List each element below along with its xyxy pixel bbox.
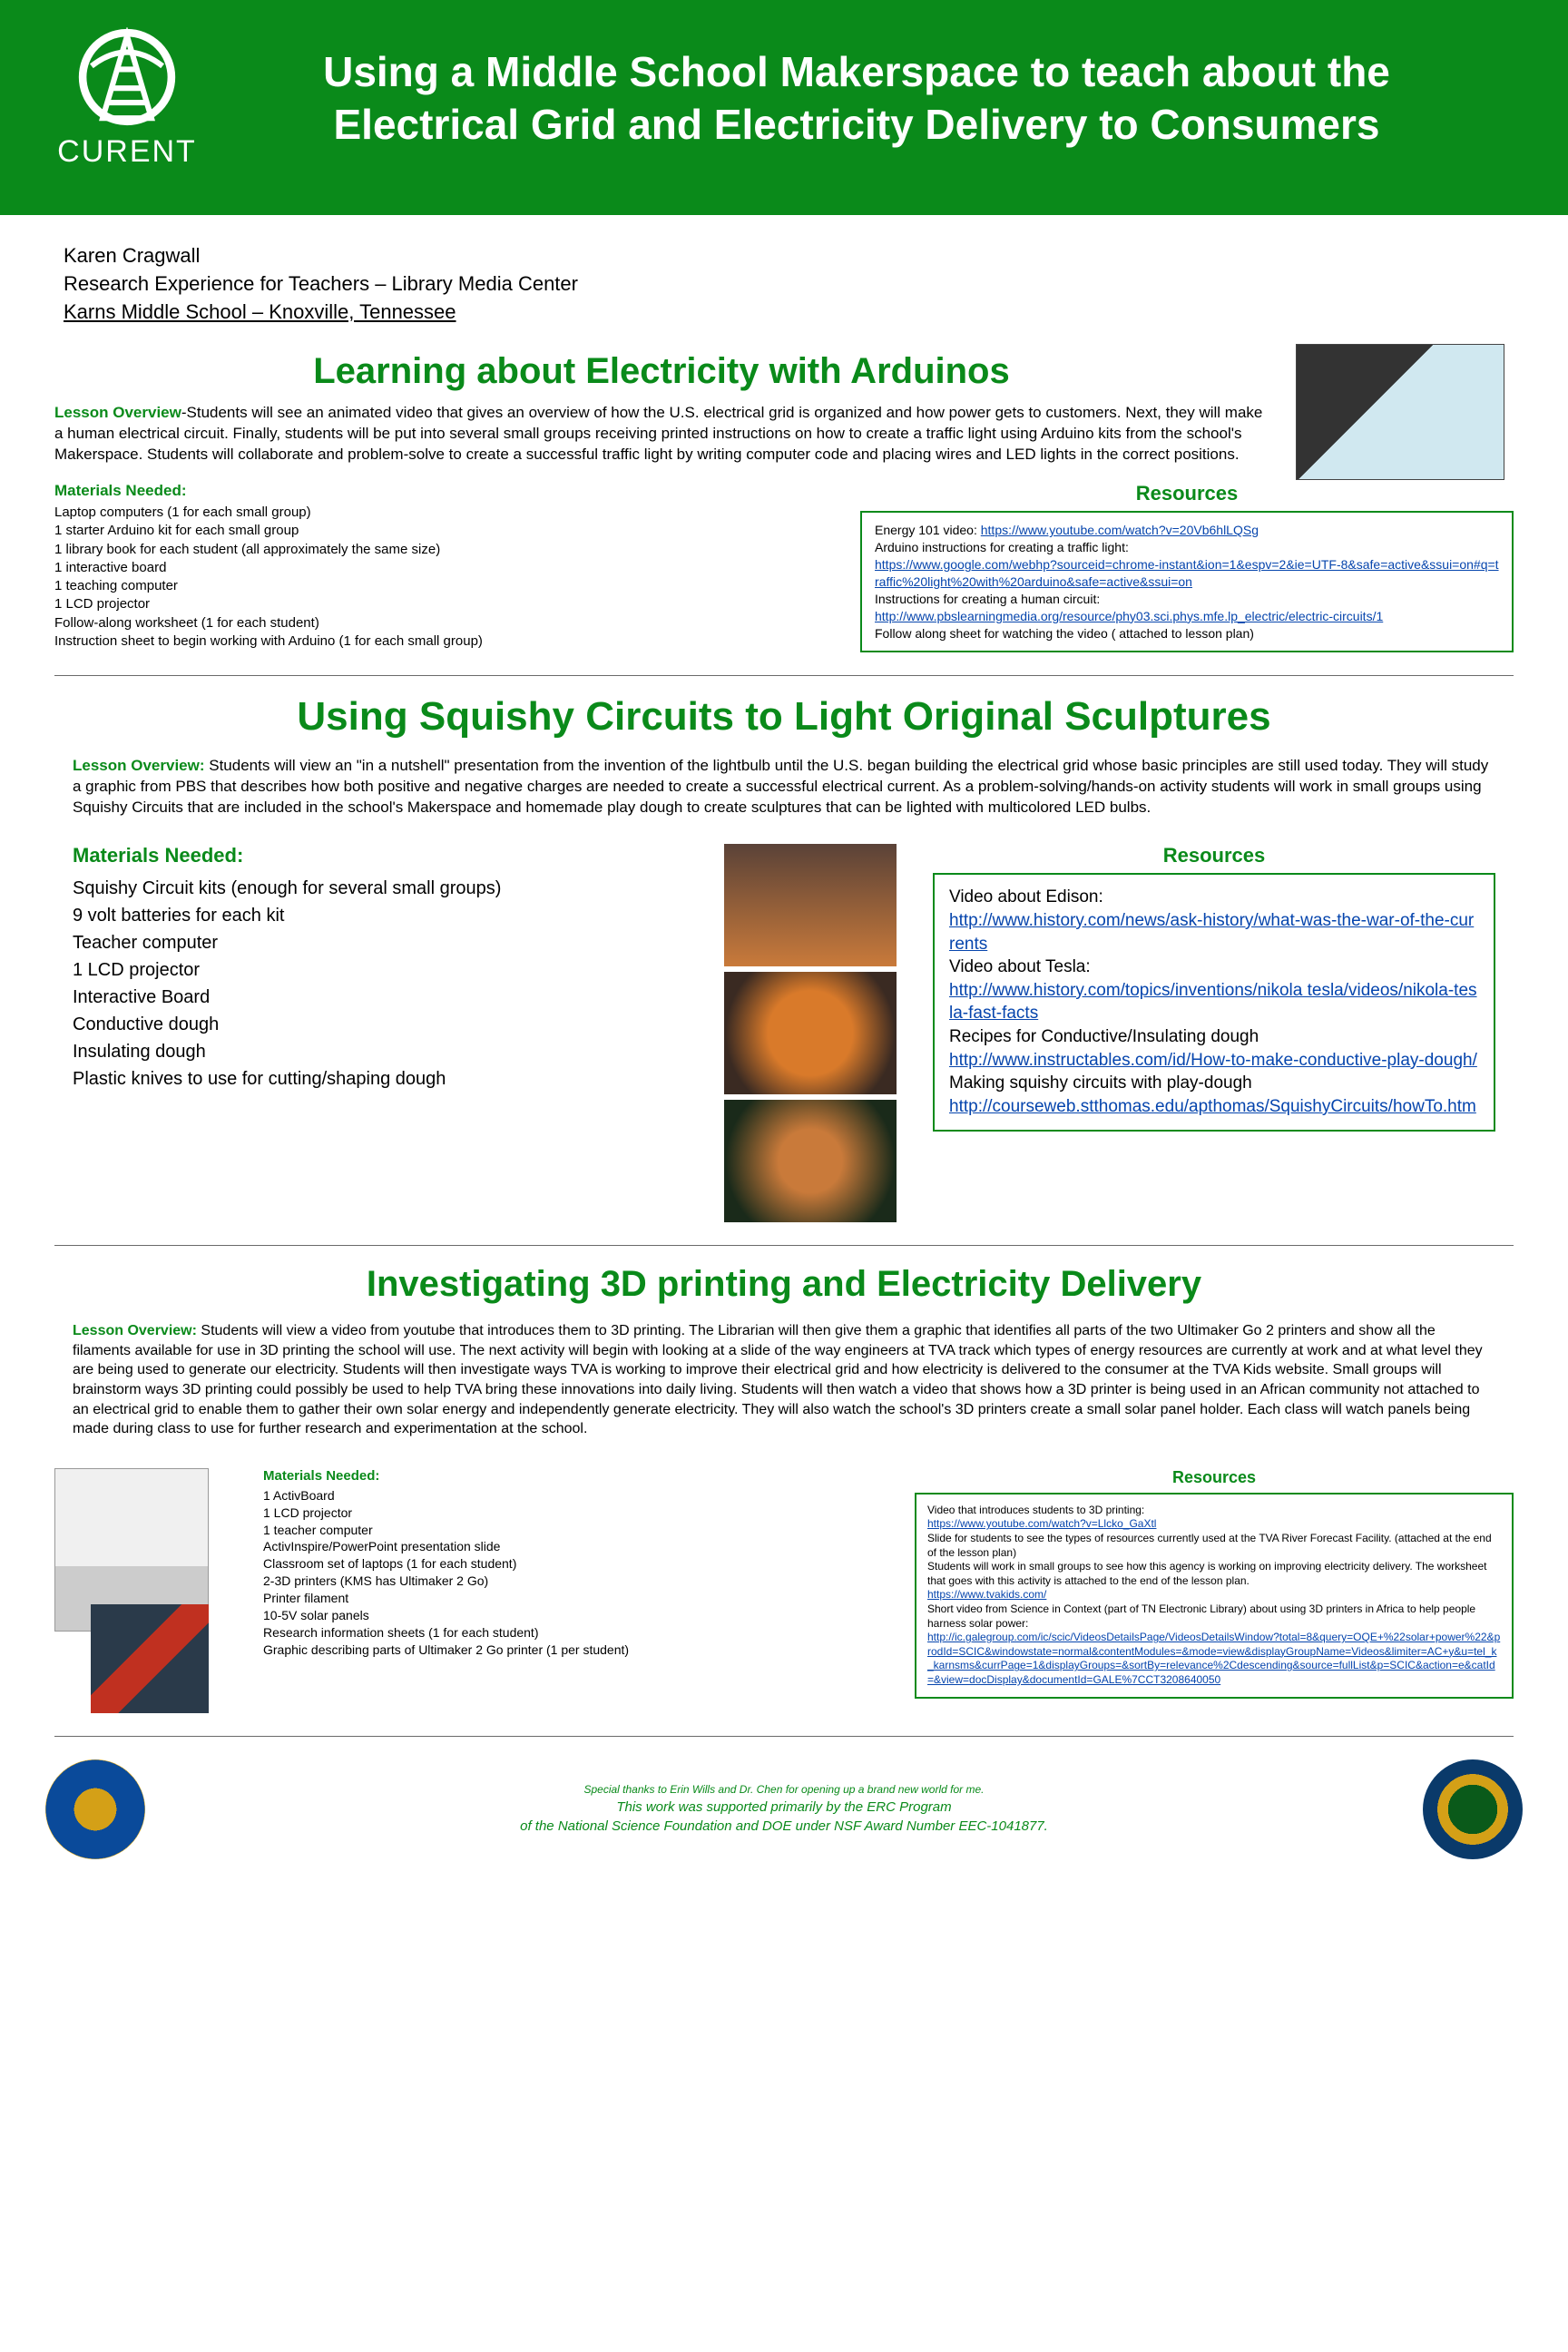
res-text: Slide for students to see the types of r…: [927, 1532, 1492, 1559]
overview-text: Students will view a video from youtube …: [73, 1323, 1483, 1436]
sculpture-images: [724, 844, 897, 1222]
tower-icon: [68, 27, 186, 127]
res-link[interactable]: http://www.pbslearningmedia.org/resource…: [875, 609, 1383, 623]
res-text: Short video from Science in Context (par…: [927, 1602, 1475, 1630]
footer-text: Special thanks to Erin Wills and Dr. Che…: [145, 1782, 1423, 1836]
author-block: Karen Cragwall Research Experience for T…: [0, 215, 1568, 326]
poster: CURENT Using a Middle School Makerspace …: [0, 0, 1568, 1891]
res-text: Arduino instructions for creating a traf…: [875, 540, 1129, 554]
overview-label: Lesson Overview: [54, 404, 181, 421]
materials-heading: Materials Needed:: [73, 844, 688, 867]
res-link[interactable]: http://courseweb.stthomas.edu/apthomas/S…: [949, 1097, 1476, 1116]
res-text: Video about Tesla:: [949, 957, 1091, 976]
support-line2: of the National Science Foundation and D…: [145, 1817, 1423, 1836]
overview-label: Lesson Overview:: [73, 757, 205, 774]
section-squishy: Using Squishy Circuits to Light Original…: [0, 676, 1568, 1245]
materials-list: 1 ActivBoard1 LCD projector1 teacher com…: [263, 1487, 887, 1659]
resources-heading: Resources: [915, 1468, 1514, 1487]
resources-heading: Resources: [933, 844, 1495, 867]
res-link[interactable]: http://www.instructables.com/id/How-to-m…: [949, 1051, 1477, 1070]
support-line1: This work was supported primarily by the…: [145, 1798, 1423, 1817]
res-text: Recipes for Conductive/Insulating dough: [949, 1027, 1259, 1046]
overview-label: Lesson Overview:: [73, 1323, 197, 1338]
squishy-image-1: [724, 844, 897, 966]
res-text: Making squishy circuits with play-dough: [949, 1073, 1252, 1093]
res-link[interactable]: https://www.youtube.com/watch?v=Llcko_Ga…: [927, 1517, 1156, 1530]
res-link[interactable]: http://www.history.com/news/ask-history/…: [949, 911, 1474, 954]
header-banner: CURENT Using a Middle School Makerspace …: [0, 0, 1568, 215]
section2-title: Using Squishy Circuits to Light Original…: [54, 694, 1514, 740]
overview-text: Students will view an "in a nutshell" pr…: [73, 757, 1488, 816]
section-3dprinting: Investigating 3D printing and Electricit…: [0, 1246, 1568, 1736]
poster-title: Using a Middle School Makerspace to teac…: [254, 46, 1532, 151]
thanks-line: Special thanks to Erin Wills and Dr. Che…: [145, 1782, 1423, 1798]
footer: Special thanks to Erin Wills and Dr. Che…: [0, 1737, 1568, 1891]
res-text: Instructions for creating a human circui…: [875, 592, 1100, 606]
resources-heading: Resources: [860, 482, 1514, 505]
doe-seal: [1423, 1759, 1523, 1859]
materials-list: Laptop computers (1 for each small group…: [54, 504, 806, 651]
overview-text: -Students will see an animated video tha…: [54, 404, 1262, 463]
section1-title: Learning about Electricity with Arduinos: [54, 351, 1269, 392]
materials-heading: Materials Needed:: [54, 482, 806, 500]
res-text: Video that introduces students to 3D pri…: [927, 1504, 1144, 1516]
resources-box-1: Energy 101 video: https://www.youtube.co…: [860, 511, 1514, 652]
squishy-image-3: [724, 1100, 897, 1222]
curent-logo: CURENT: [36, 27, 218, 170]
nsf-seal: [45, 1759, 145, 1859]
res-link[interactable]: https://www.google.com/webhp?sourceid=ch…: [875, 557, 1499, 589]
section2-overview: Lesson Overview: Students will view an "…: [54, 756, 1514, 828]
materials-heading: Materials Needed:: [263, 1468, 887, 1484]
res-link[interactable]: https://www.youtube.com/watch?v=20Vb6hlL…: [981, 523, 1259, 537]
section-arduinos: Learning about Electricity with Arduinos…: [0, 326, 1568, 675]
section1-overview: Lesson Overview-Students will see an ani…: [54, 403, 1269, 466]
res-link[interactable]: https://www.tvakids.com/: [927, 1588, 1046, 1601]
res-text: Energy 101 video:: [875, 523, 981, 537]
arduino-kit-image: [1296, 335, 1514, 482]
section3-overview: Lesson Overview: Students will view a vi…: [54, 1321, 1514, 1452]
author-school: Karns Middle School – Knoxville, Tenness…: [64, 299, 1504, 327]
section3-title: Investigating 3D printing and Electricit…: [54, 1264, 1514, 1305]
res-text: Follow along sheet for watching the vide…: [875, 626, 1254, 641]
materials-list: Squishy Circuit kits (enough for several…: [73, 875, 688, 1093]
res-link[interactable]: http://ic.galegroup.com/ic/scic/VideosDe…: [927, 1631, 1500, 1686]
squishy-image-2: [724, 972, 897, 1094]
res-text: Video about Edison:: [949, 887, 1103, 906]
res-text: Students will work in small groups to se…: [927, 1560, 1487, 1587]
logo-text: CURENT: [36, 134, 218, 170]
resources-box-3: Video that introduces students to 3D pri…: [915, 1493, 1514, 1699]
author-name: Karen Cragwall: [64, 242, 1504, 270]
author-affiliation: Research Experience for Teachers – Libra…: [64, 270, 1504, 299]
resources-box-2: Video about Edison: http://www.history.c…: [933, 873, 1495, 1131]
printer-images: [54, 1468, 236, 1713]
solar-panel-image: [91, 1604, 209, 1713]
res-link[interactable]: http://www.history.com/topics/inventions…: [949, 981, 1477, 1024]
